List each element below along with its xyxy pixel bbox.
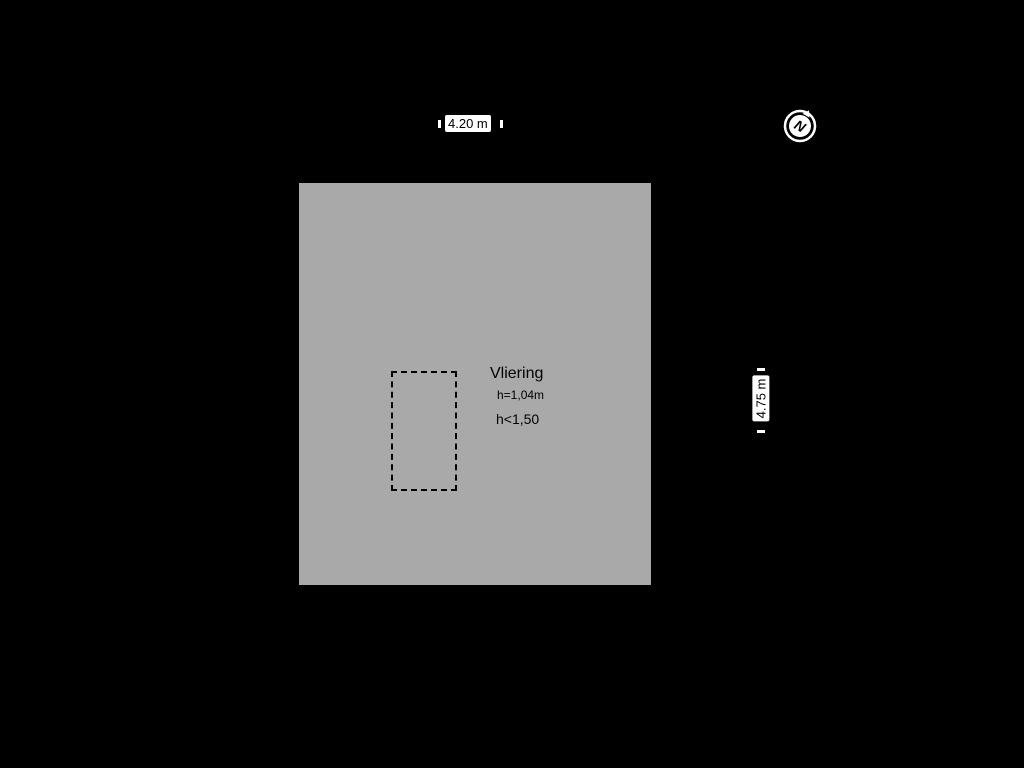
width-dim-tick-left: [438, 120, 441, 128]
ridge-height-label: h=1,04m: [497, 388, 544, 402]
width-dim-tick-right: [500, 120, 503, 128]
floor-hatch: [391, 371, 457, 491]
height-dim-tick-top: [757, 368, 765, 371]
floorplan-canvas: Vliering h=1,04m h<1,50 4.20 m 4.75 m N: [0, 0, 1024, 768]
width-dimension-label: 4.20 m: [445, 115, 491, 132]
room-vliering: [299, 183, 651, 585]
height-dimension-label: 4.75 m: [752, 376, 769, 422]
room-name-label: Vliering: [490, 365, 543, 383]
height-dim-tick-bottom: [757, 430, 765, 433]
compass-icon: N: [778, 104, 822, 148]
height-condition-label: h<1,50: [496, 411, 539, 427]
